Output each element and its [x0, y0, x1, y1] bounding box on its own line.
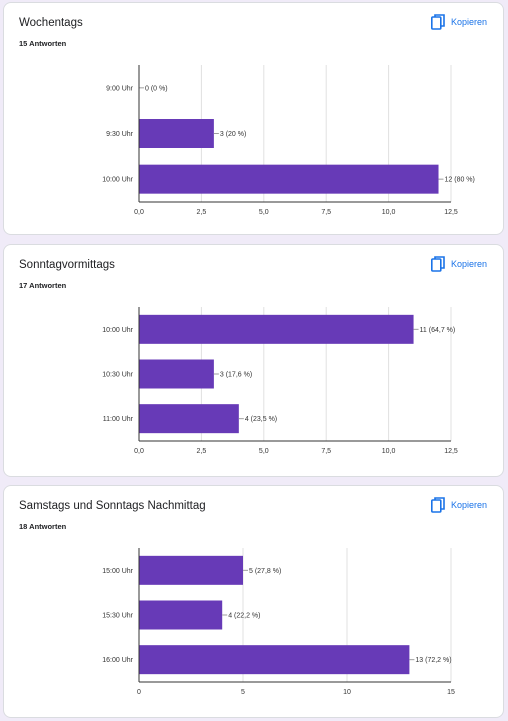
category-label: 10:00 Uhr	[102, 177, 133, 184]
copy-label: Kopieren	[450, 500, 487, 510]
data-label: 3 (20 %)	[220, 131, 246, 138]
x-tick-label: 0,0	[134, 209, 144, 216]
x-tick-label: 2,5	[197, 209, 207, 216]
bar-chart: 0,0 2,5 5,0 7,5 10,0 12,5 10:00 Uhr 11 (64,7 %)…	[102, 307, 458, 455]
bar	[139, 119, 214, 148]
card-title: Wochentags	[19, 17, 83, 29]
category-label: 9:00 Uhr	[106, 85, 134, 92]
x-tick-label: 5,0	[259, 209, 269, 216]
chart-card-sonntagvormittags: Sonntagvormittags 17 Antworten Kopieren …	[3, 244, 504, 477]
bar-chart: 0 5 10 15 15:00 Uhr 5 (27,8 %) 15:30 Uhr 4 (22,…	[102, 548, 455, 696]
category-label: 15:30 Uhr	[102, 613, 133, 620]
data-label: 4 (22,2 %)	[228, 613, 260, 620]
data-label: 12 (80 %)	[445, 177, 475, 184]
data-label: 4 (23,5 %)	[245, 416, 277, 423]
x-tick-label: 15	[447, 689, 455, 696]
bar	[139, 164, 439, 194]
response-count: 17 Antworten	[19, 281, 67, 290]
copy-icon	[430, 497, 445, 513]
x-tick-label: 5,0	[259, 448, 269, 455]
response-count: 18 Antworten	[19, 522, 67, 531]
x-tick-label: 12,5	[444, 209, 458, 216]
data-label: 11 (64,7 %)	[420, 327, 456, 334]
x-tick-label: 0	[137, 689, 141, 696]
category-label: 10:30 Uhr	[102, 372, 133, 379]
x-tick-label: 10	[343, 689, 351, 696]
bar	[139, 600, 223, 630]
card-title: Samstags und Sonntags Nachmittag	[19, 500, 206, 512]
chart-card-samstags-sonntags-nachmittag: Samstags und Sonntags Nachmittag 18 Antw…	[3, 485, 504, 718]
copy-label: Kopieren	[450, 17, 487, 27]
bar	[139, 404, 239, 434]
category-label: 16:00 Uhr	[102, 657, 133, 664]
x-tick-label: 10,0	[382, 209, 396, 216]
data-label: 5 (27,8 %)	[249, 568, 281, 575]
bar	[139, 645, 410, 675]
copy-button[interactable]: Kopieren	[430, 497, 487, 513]
bar	[139, 359, 214, 389]
x-tick-label: 10,0	[382, 448, 396, 455]
data-label: 0 (0 %)	[145, 85, 168, 92]
bar	[139, 314, 414, 344]
card-title: Sonntagvormittags	[19, 259, 115, 271]
category-label: 15:00 Uhr	[102, 568, 133, 575]
copy-icon	[430, 256, 445, 272]
data-label: 3 (17,6 %)	[220, 372, 252, 379]
copy-label: Kopieren	[450, 259, 487, 269]
chart-card-wochentags: Wochentags 15 Antworten Kopieren 0,0 2,5 5…	[3, 2, 504, 235]
x-tick-label: 5	[241, 689, 245, 696]
copy-icon	[430, 14, 445, 30]
category-label: 11:00 Uhr	[103, 416, 134, 423]
data-label: 13 (72,2 %)	[415, 657, 451, 664]
copy-button[interactable]: Kopieren	[430, 256, 487, 272]
bar-chart: 0,0 2,5 5,0 7,5 10,0 12,5 9:00 Uhr 0 (0 %) 9:30 …	[102, 65, 475, 216]
x-tick-label: 7,5	[321, 448, 331, 455]
category-label: 9:30 Uhr	[106, 131, 134, 138]
copy-button[interactable]: Kopieren	[430, 14, 487, 30]
x-tick-label: 2,5	[197, 448, 207, 455]
response-count: 15 Antworten	[19, 39, 67, 48]
category-label: 10:00 Uhr	[102, 327, 133, 334]
x-tick-label: 7,5	[321, 209, 331, 216]
bar	[139, 555, 243, 585]
x-tick-label: 0,0	[134, 448, 144, 455]
x-tick-label: 12,5	[444, 448, 458, 455]
